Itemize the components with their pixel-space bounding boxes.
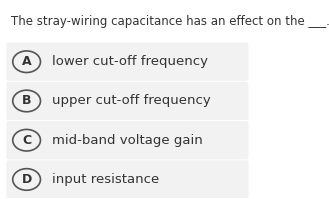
Text: upper cut-off frequency: upper cut-off frequency xyxy=(52,95,211,107)
FancyBboxPatch shape xyxy=(7,160,248,199)
FancyBboxPatch shape xyxy=(7,43,248,81)
Text: input resistance: input resistance xyxy=(52,173,159,186)
Text: C: C xyxy=(22,134,31,147)
Text: D: D xyxy=(21,173,32,186)
Text: mid-band voltage gain: mid-band voltage gain xyxy=(52,134,203,147)
Text: A: A xyxy=(22,55,31,68)
Text: lower cut-off frequency: lower cut-off frequency xyxy=(52,55,208,68)
Text: B: B xyxy=(22,95,31,107)
FancyBboxPatch shape xyxy=(7,82,248,120)
Text: The stray-wiring capacitance has an effect on the ___.: The stray-wiring capacitance has an effe… xyxy=(12,15,329,28)
FancyBboxPatch shape xyxy=(7,121,248,159)
